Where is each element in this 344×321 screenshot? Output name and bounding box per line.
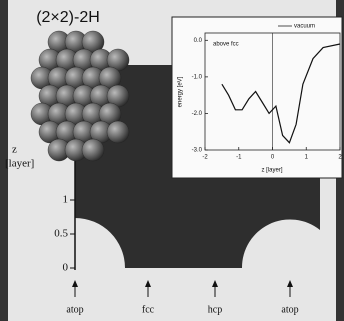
inset-annotation: vacuum <box>294 24 315 30</box>
y-tick-label: 0.5 <box>54 228 68 240</box>
y-label: [layer] <box>5 158 34 170</box>
inset-y-label: energy [eV] <box>178 76 184 107</box>
inset-annotation: above fcc <box>213 42 239 48</box>
inset-y-tick-label: -3.0 <box>192 148 203 154</box>
inset-x-label: z [layer] <box>261 168 282 174</box>
title: (2×2)-2H <box>36 9 100 26</box>
page: {"figure": { "title": "(2×2)-2H", "main"… <box>0 0 344 321</box>
inset-y-tick-label: -1.0 <box>192 74 203 80</box>
inset-y-tick-label: 0.0 <box>194 38 203 44</box>
inset-x-tick-label: -1 <box>236 155 242 161</box>
figure: (2×2)-2H z [layer] energy [eV] z [layer]… <box>0 0 344 321</box>
adsorbate-cluster <box>31 31 129 161</box>
sphere <box>107 121 129 143</box>
site-label: atop <box>281 304 298 315</box>
site-label: hcp <box>208 304 222 315</box>
inset-x-tick-label: -2 <box>202 155 208 161</box>
y-label: z <box>12 144 17 156</box>
inset-y-tick-label: -2.0 <box>192 111 203 117</box>
y-tick-label: 0 <box>63 262 69 274</box>
sphere <box>82 139 104 161</box>
site-label: fcc <box>142 304 155 315</box>
site-label: atop <box>66 304 83 315</box>
y-tick-label: 1 <box>63 194 69 206</box>
